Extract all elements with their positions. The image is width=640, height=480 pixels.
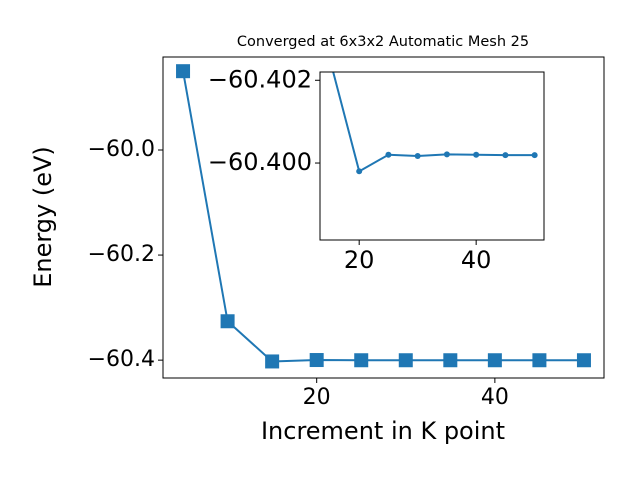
marker	[502, 152, 509, 159]
y-tick-label: −60.402	[208, 65, 312, 93]
axes-frame	[319, 71, 545, 241]
series-line	[332, 72, 535, 173]
x-tick-label: 40	[481, 385, 509, 410]
x-tick-label: 20	[303, 385, 331, 410]
plot-content	[332, 72, 538, 175]
marker	[414, 153, 421, 159]
y-tick-label: −60.0	[88, 137, 155, 162]
y-axis-label: Energy (eV)	[29, 146, 57, 288]
marker	[443, 151, 450, 158]
marker	[398, 353, 413, 368]
marker	[576, 353, 591, 368]
chart-title: Converged at 6x3x2 Automatic Mesh 25	[237, 34, 529, 50]
marker	[354, 353, 369, 368]
x-tick-label: 20	[344, 246, 375, 274]
marker	[531, 152, 538, 159]
plot-content	[176, 64, 591, 369]
y-tick-label: −60.400	[208, 148, 312, 176]
marker	[265, 354, 280, 369]
axes-frame	[162, 56, 605, 379]
x-axis-label: Increment in K point	[261, 417, 505, 445]
y-tick-label: −60.2	[88, 242, 155, 267]
marker	[309, 353, 324, 368]
marker	[532, 353, 547, 368]
y-tick-label: −60.4	[88, 347, 155, 372]
x-tick-label: 40	[461, 246, 492, 274]
marker	[443, 353, 458, 368]
marker	[385, 151, 392, 158]
marker	[473, 151, 480, 158]
marker	[487, 353, 502, 368]
series-line	[182, 71, 584, 363]
marker	[356, 168, 363, 175]
marker	[176, 64, 191, 79]
marker	[220, 314, 235, 329]
